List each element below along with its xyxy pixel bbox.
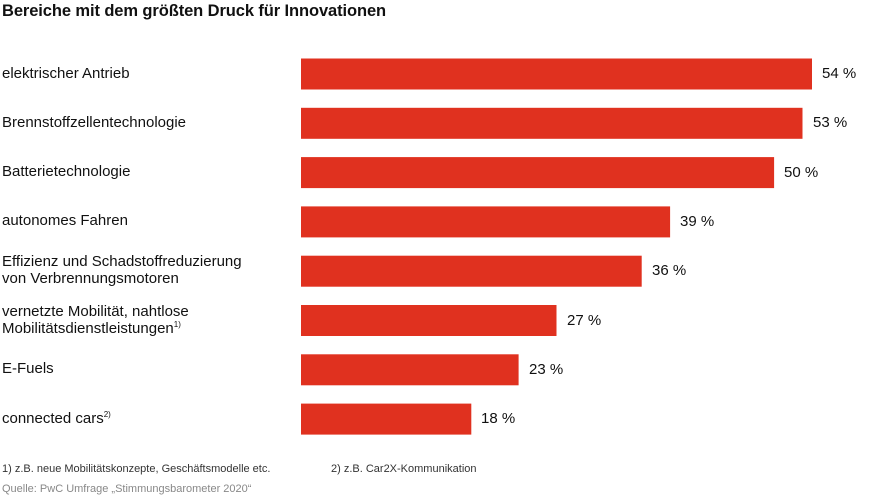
chart-title: Bereiche mit dem größten Druck für Innov… xyxy=(2,2,387,20)
source-note: Quelle: PwC Umfrage „Stimmungsbarometer … xyxy=(2,483,252,495)
footnote-marker: 2) xyxy=(103,410,111,419)
value-label: 50 % xyxy=(784,164,819,181)
value-label: 53 % xyxy=(813,114,848,131)
category-label: elektrischer Antrieb xyxy=(2,65,130,82)
bar xyxy=(301,305,557,336)
value-label: 18 % xyxy=(481,410,516,427)
category-label: E-Fuels xyxy=(2,360,54,377)
footnote-marker: 1) xyxy=(173,320,181,329)
value-label: 27 % xyxy=(567,312,602,329)
footnote-1: 1) z.B. neue Mobilitätskonzepte, Geschäf… xyxy=(2,463,271,475)
value-label: 54 % xyxy=(822,65,857,82)
value-label: 39 % xyxy=(680,213,715,230)
bar xyxy=(301,206,671,238)
category-label: Brennstoffzellentechnologie xyxy=(2,114,187,131)
bar xyxy=(301,354,519,386)
category-label: vernetzte Mobilität, nahtlose Mobilitätsd… xyxy=(2,303,189,337)
category-label: Effizienz und Schadstoffreduzierung von V… xyxy=(2,253,242,287)
category-label: autonomes Fahren xyxy=(2,212,128,229)
footnote-2: 2) z.B. Car2X-Kommunikation xyxy=(331,463,477,475)
bar xyxy=(301,403,472,435)
value-label: 36 % xyxy=(652,262,687,279)
bar xyxy=(301,157,775,189)
value-label: 23 % xyxy=(529,361,564,378)
category-label: connected cars2) xyxy=(2,410,111,427)
bar xyxy=(301,107,803,139)
bar xyxy=(301,58,812,90)
category-label: Batterietechnologie xyxy=(2,163,131,180)
bar xyxy=(301,255,642,287)
